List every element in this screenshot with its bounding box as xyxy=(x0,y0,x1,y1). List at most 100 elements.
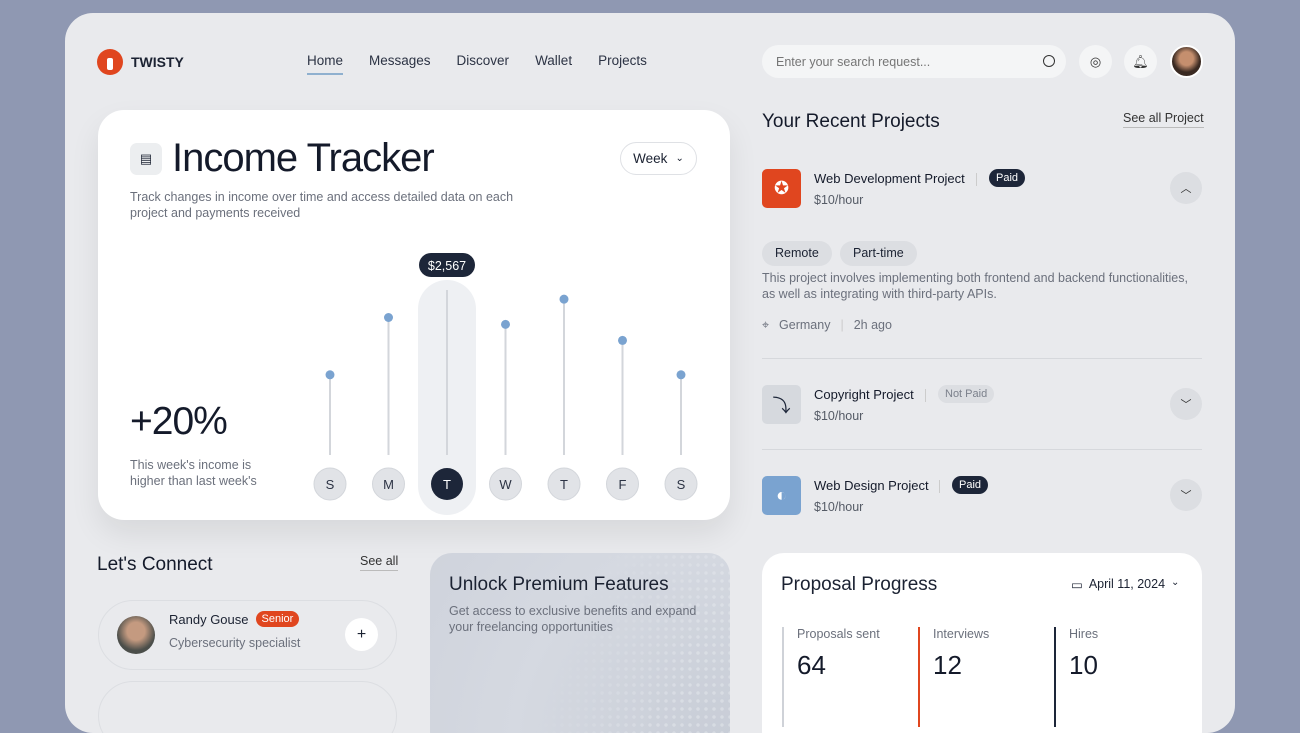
day-label: T xyxy=(560,477,568,492)
project-rate: $10/hour xyxy=(814,193,864,207)
nav-discover[interactable]: Discover xyxy=(456,53,510,68)
see-all-connect-link[interactable]: See all xyxy=(360,554,399,571)
brand-logo[interactable]: TWISTY xyxy=(97,49,184,75)
project-name: Copyright Project xyxy=(814,387,914,402)
person-role: Cybersecurity specialist xyxy=(169,636,301,650)
day-marker xyxy=(431,468,463,500)
search-icon[interactable] xyxy=(1043,55,1055,67)
project-location: Germany xyxy=(779,318,831,332)
date-picker[interactable]: ▭ April 11, 2024 ⌄ xyxy=(1071,577,1179,592)
nav-home[interactable]: Home xyxy=(307,53,344,75)
day-label: S xyxy=(677,477,686,492)
proposal-progress-card: Proposal Progress ▭ April 11, 2024 ⌄ Propo… xyxy=(762,553,1202,733)
value-tooltip xyxy=(419,253,475,277)
stat-hires: Hires 10 xyxy=(1054,627,1098,727)
person-name: Randy Gouse xyxy=(169,611,249,627)
day-marker xyxy=(313,467,347,501)
tag-part-time: Part-time xyxy=(840,241,917,266)
premium-card[interactable]: Unlock Premium Features Get access to ex… xyxy=(430,553,730,733)
income-title: Income Tracker xyxy=(172,136,435,180)
stat-value: 64 xyxy=(797,650,826,680)
status-badge: Not Paid xyxy=(938,385,995,403)
data-point xyxy=(618,335,627,345)
target-icon: ◎ xyxy=(1089,53,1102,69)
calendar-icon: ▭ xyxy=(1071,578,1083,592)
period-select[interactable]: Week ⌄ xyxy=(620,142,697,175)
project-name: Web Development Project xyxy=(814,171,965,186)
app-window: TWISTY Home Messages Discover Wallet Pro… xyxy=(65,13,1235,733)
day-label: T xyxy=(443,477,451,492)
connect-title: Let's Connect xyxy=(97,554,213,575)
stat-label: Proposals sent xyxy=(797,627,880,641)
person-card: Randy Gouse Senior Cybersecurity speciali… xyxy=(98,600,397,670)
stat-value: 10 xyxy=(1069,650,1098,680)
expand-button[interactable]: ﹀ xyxy=(1170,479,1202,511)
pie-icon: ◐ xyxy=(762,476,801,515)
premium-title: Unlock Premium Features xyxy=(449,574,669,595)
project-time: 2h ago xyxy=(853,318,892,332)
day-label: S xyxy=(326,477,335,492)
divider xyxy=(762,449,1202,450)
chevron-down-icon: ⌄ xyxy=(1171,577,1180,588)
income-change: +20% xyxy=(130,400,228,443)
data-point xyxy=(501,319,510,329)
wallet-icon: ▤ xyxy=(130,143,162,175)
plus-icon: + xyxy=(356,625,367,643)
stat-value: 12 xyxy=(933,650,962,680)
settings-button[interactable]: ◎ xyxy=(1079,45,1112,78)
project-name: Web Design Project xyxy=(814,478,929,493)
logo-icon xyxy=(97,49,123,75)
project-rate: $10/hour xyxy=(814,500,864,514)
day-label: F xyxy=(619,477,627,492)
stamp-icon: ⤵ xyxy=(762,385,801,424)
nav-messages[interactable]: Messages xyxy=(369,53,431,68)
project-rate: $10/hour xyxy=(814,409,864,423)
proposal-title: Proposal Progress xyxy=(781,574,938,595)
nav-projects[interactable]: Projects xyxy=(598,53,647,68)
bell-icon: 🔔︎ xyxy=(1132,53,1149,69)
collapse-button[interactable]: ︿ xyxy=(1170,172,1202,204)
status-badge: Paid xyxy=(989,169,1026,187)
data-point xyxy=(325,370,335,380)
data-point xyxy=(559,294,569,304)
brand-name: TWISTY xyxy=(131,54,184,70)
main-nav: Home Messages Discover Wallet Projects xyxy=(307,53,647,75)
day-marker xyxy=(606,467,639,501)
search-input[interactable] xyxy=(762,45,1066,78)
level-badge: Senior xyxy=(255,611,300,627)
day-marker xyxy=(547,467,581,501)
day-marker xyxy=(489,467,522,501)
day-label: M xyxy=(383,477,394,492)
period-value: Week xyxy=(633,151,668,166)
user-avatar[interactable] xyxy=(1170,45,1203,78)
chevron-down-icon: ⌄ xyxy=(675,153,684,164)
day-marker xyxy=(664,467,698,501)
person-avatar xyxy=(117,616,155,654)
recent-projects-title: Your Recent Projects xyxy=(762,111,940,132)
nav-wallet[interactable]: Wallet xyxy=(535,53,573,68)
project-description: This project involves implementing both … xyxy=(762,271,1188,301)
add-connection-button[interactable]: + xyxy=(345,618,378,651)
income-description: Track changes in income over time and ac… xyxy=(130,190,514,220)
data-point xyxy=(384,313,393,322)
value-label: $2,567 xyxy=(428,259,466,273)
orbit-icon: ✪ xyxy=(762,169,801,208)
notifications-button[interactable]: 🔔︎ xyxy=(1124,45,1157,78)
stat-interviews: Interviews 12 xyxy=(918,627,989,727)
premium-description: Get access to exclusive benefits and exp… xyxy=(449,604,697,634)
stat-proposals-sent: Proposals sent 64 xyxy=(782,627,880,727)
expand-button[interactable]: ﹀ xyxy=(1170,388,1202,420)
person-card xyxy=(98,681,397,733)
income-tracker-card: S M $2,567 T W T F S ▤ Income Tracker Week ⌄ Tra… xyxy=(98,110,730,520)
see-all-projects-link[interactable]: See all Project xyxy=(1123,111,1204,128)
divider xyxy=(762,358,1202,359)
location-pin-icon: ⌖ xyxy=(762,318,770,332)
day-label: W xyxy=(499,477,512,492)
income-chart: S M $2,567 T W T F S xyxy=(313,253,698,515)
data-point xyxy=(676,370,686,380)
stat-label: Interviews xyxy=(933,627,990,641)
income-change-note: This week's income is higher than last w… xyxy=(130,458,257,488)
status-badge: Paid xyxy=(952,476,989,494)
stat-label: Hires xyxy=(1069,627,1099,641)
tag-remote: Remote xyxy=(762,241,832,266)
